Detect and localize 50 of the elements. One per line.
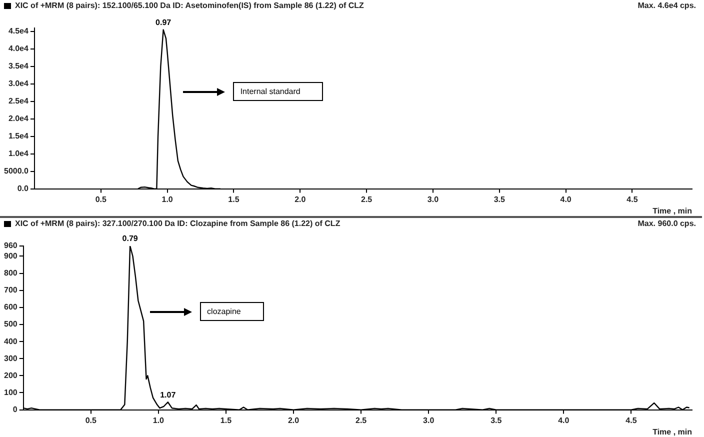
x-tick-label: 1.0 xyxy=(152,416,165,425)
annotation: 0.79 xyxy=(122,234,138,244)
y-tick-label: 3.5e4 xyxy=(8,62,30,71)
label-frame: Internal standard xyxy=(233,82,324,102)
x-tick-label: 3.5 xyxy=(490,416,502,425)
x-tick-label: 4.5 xyxy=(626,416,638,425)
y-tick-label: 5000.0 xyxy=(4,166,30,176)
x-tick-label: 1.5 xyxy=(220,416,232,425)
y-tick-label: 400 xyxy=(4,336,18,346)
y-tick-label: 0 xyxy=(12,405,18,414)
x-tick-label: 2.5 xyxy=(355,416,368,425)
x-tick-label: 4.0 xyxy=(558,416,570,425)
y-tick-label: 960 xyxy=(4,241,18,250)
x-tick-label: 4.0 xyxy=(560,194,572,204)
x-axis-title: Time , min xyxy=(652,427,692,436)
x-tick-label: 0.5 xyxy=(85,416,97,425)
y-tick-label: 500 xyxy=(4,320,18,329)
x-tick-label: 3.0 xyxy=(423,416,435,425)
y-tick-label: 2.0e4 xyxy=(8,114,30,124)
y-tick-label: 200 xyxy=(4,370,18,380)
chart-title: XIC of +MRM (8 pairs): 152.100/65.100 Da ID: Asetominofen(IS) from Sample 86 (1.22) of CLZ xyxy=(15,1,364,10)
y-tick-label: 300 xyxy=(4,354,18,363)
y-tick-label: 1.5e4 xyxy=(8,132,30,141)
x-tick-label: 4.5 xyxy=(626,194,638,204)
x-tick-label: 1.0 xyxy=(162,194,174,204)
x-tick-label: 3.5 xyxy=(494,194,506,204)
x-tick-label: 0.5 xyxy=(95,194,107,204)
annotation: 0.97 xyxy=(156,18,172,27)
x-axis-title: Time , min xyxy=(652,206,692,216)
annotation: 1.07 xyxy=(160,390,176,400)
text: Max. 960.0 cps. xyxy=(638,219,696,228)
y-tick-label: 1.0e4 xyxy=(8,149,30,158)
y-tick-label: 600 xyxy=(4,302,18,312)
y-tick-label: 700 xyxy=(4,286,18,295)
x-tick-label: 2.0 xyxy=(288,416,300,425)
y-tick-label: 4.0e4 xyxy=(8,44,30,54)
label-frame: clozapine xyxy=(200,302,264,321)
y-tick-label: 4.5e4 xyxy=(8,26,30,36)
y-tick-label: 100 xyxy=(4,388,18,397)
y-tick-label: 2.5e4 xyxy=(8,96,30,106)
y-tick-label: 900 xyxy=(4,251,18,260)
y-tick-label: 800 xyxy=(4,268,18,278)
x-tick-label: 2.0 xyxy=(294,194,306,204)
y-tick-label: 0.0 xyxy=(17,184,30,194)
y-tick-label: 3.0e4 xyxy=(8,79,30,88)
x-tick-label: 1.5 xyxy=(228,194,240,204)
x-tick-label: 3.0 xyxy=(427,194,440,204)
x-tick-label: 2.5 xyxy=(360,194,373,204)
chart-title: XIC of +MRM (8 pairs): 327.100/270.100 Da ID: Clozapine from Sample 86 (1.22) of CLZ xyxy=(15,219,340,228)
text: Max. 4.6e4 cps. xyxy=(638,1,696,10)
